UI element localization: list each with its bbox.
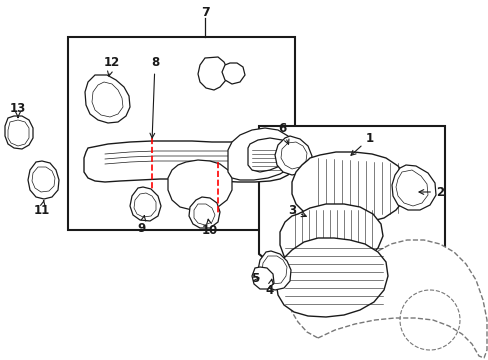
Polygon shape [281,142,306,169]
Text: 12: 12 [103,55,120,76]
Polygon shape [275,238,387,317]
Text: 11: 11 [34,201,50,216]
Polygon shape [5,116,33,149]
Polygon shape [189,197,220,228]
Text: 10: 10 [202,219,218,237]
Polygon shape [262,256,286,284]
Text: 4: 4 [265,279,274,297]
Polygon shape [134,193,156,217]
Polygon shape [32,167,55,192]
Polygon shape [168,160,231,210]
Polygon shape [251,267,273,289]
Polygon shape [222,63,244,84]
Polygon shape [259,126,444,302]
Polygon shape [280,204,382,270]
Polygon shape [258,251,290,290]
Text: 3: 3 [287,203,305,217]
Polygon shape [84,141,291,182]
Polygon shape [130,187,161,221]
Polygon shape [28,161,59,199]
Polygon shape [68,37,294,230]
Polygon shape [395,170,427,206]
Polygon shape [247,138,291,172]
Polygon shape [85,75,130,123]
Polygon shape [92,82,123,117]
Polygon shape [194,204,215,225]
Text: 5: 5 [250,271,259,284]
Text: 1: 1 [350,131,373,155]
Polygon shape [227,128,294,180]
Text: 13: 13 [10,102,26,117]
Polygon shape [291,152,407,224]
Text: 9: 9 [138,216,146,234]
Polygon shape [198,57,227,90]
Polygon shape [8,120,29,146]
Text: 7: 7 [200,5,209,18]
Text: 8: 8 [150,55,159,138]
Text: 6: 6 [277,122,288,144]
Polygon shape [274,136,311,175]
Polygon shape [391,165,435,210]
Polygon shape [285,240,486,358]
Text: 2: 2 [418,185,443,198]
